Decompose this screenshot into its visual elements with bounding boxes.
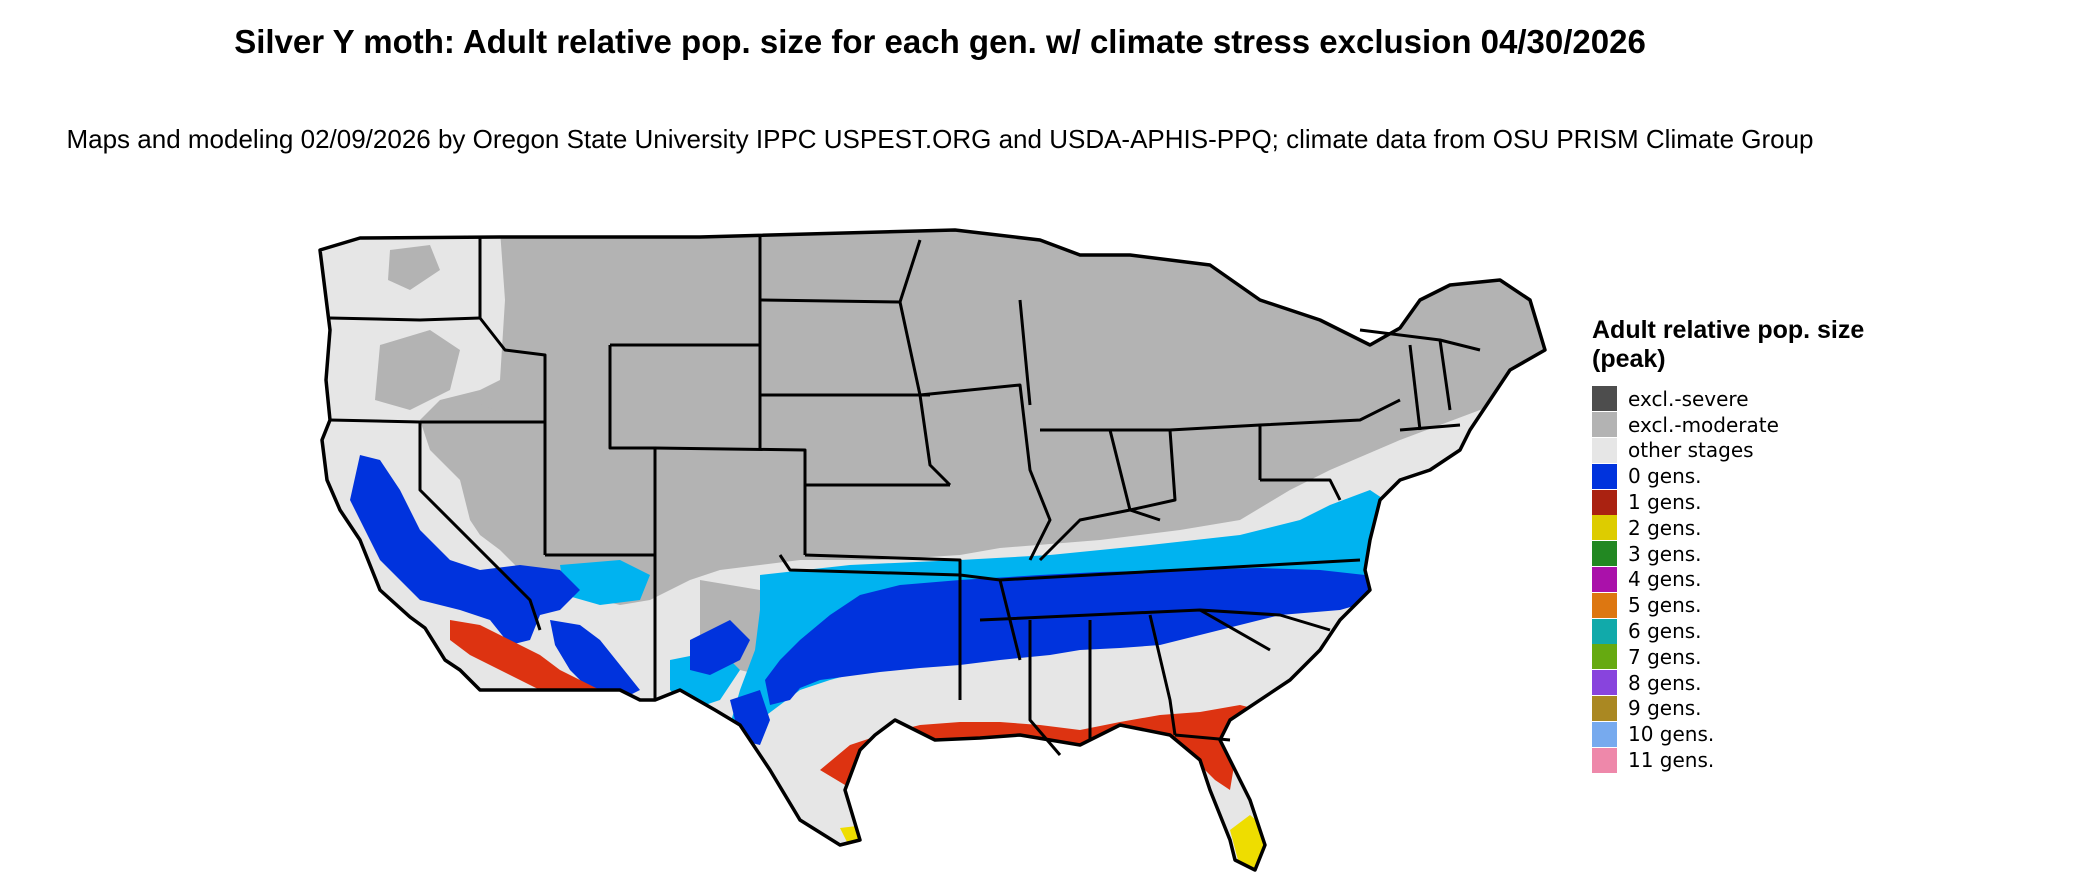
legend-item: excl.-moderate bbox=[1592, 412, 1892, 438]
map-subtitle-text: Maps and modeling 02/09/2026 by Oregon S… bbox=[66, 124, 1814, 154]
zero-gens-west-light bbox=[560, 560, 740, 710]
legend-label: 11 gens. bbox=[1628, 748, 1715, 773]
legend-item: 3 gens. bbox=[1592, 541, 1892, 567]
legend-label: 1 gens. bbox=[1628, 490, 1702, 515]
legend-label: 7 gens. bbox=[1628, 644, 1702, 669]
legend-swatch bbox=[1592, 670, 1617, 696]
legend-swatch bbox=[1592, 566, 1617, 592]
excluded-patches-west bbox=[375, 245, 570, 500]
legend-item: other stages bbox=[1592, 437, 1892, 464]
legend-item: 6 gens. bbox=[1592, 618, 1892, 644]
legend-item: 10 gens. bbox=[1592, 721, 1892, 747]
two-gens-florida bbox=[1230, 815, 1265, 868]
legend: Adult relative pop. size (peak) excl.-se… bbox=[1592, 316, 1892, 773]
legend-item: 8 gens. bbox=[1592, 670, 1892, 696]
legend-swatch bbox=[1592, 386, 1617, 412]
legend-item: excl.-severe bbox=[1592, 386, 1892, 412]
legend-label: 6 gens. bbox=[1628, 619, 1702, 644]
legend-items: excl.-severe excl.-moderate other stages 0 … bbox=[1592, 386, 1892, 773]
legend-swatch bbox=[1592, 541, 1617, 567]
map-subtitle: Maps and modeling 02/09/2026 by Oregon S… bbox=[0, 122, 1880, 156]
legend-swatch bbox=[1592, 644, 1617, 670]
zero-gens-west-dark bbox=[350, 455, 770, 745]
us-map bbox=[318, 228, 1547, 872]
legend-label: 0 gens. bbox=[1628, 464, 1702, 489]
state-borders bbox=[329, 237, 1481, 756]
legend-swatch bbox=[1592, 618, 1617, 644]
zero-gens-dark-band bbox=[765, 568, 1375, 705]
legend-label: other stages bbox=[1628, 438, 1754, 463]
legend-swatch bbox=[1592, 721, 1617, 747]
legend-label: 2 gens. bbox=[1628, 515, 1702, 540]
legend-swatch bbox=[1592, 515, 1617, 541]
legend-swatch bbox=[1592, 695, 1617, 721]
legend-swatch bbox=[1592, 489, 1617, 515]
legend-label: 8 gens. bbox=[1628, 670, 1702, 695]
legend-swatch bbox=[1592, 412, 1617, 438]
legend-label: 9 gens. bbox=[1628, 696, 1702, 721]
legend-title: Adult relative pop. size (peak) bbox=[1592, 316, 1865, 373]
legend-item: 11 gens. bbox=[1592, 747, 1892, 773]
legend-item: 9 gens. bbox=[1592, 695, 1892, 722]
map-title-text: Silver Y moth: Adult relative pop. size … bbox=[234, 23, 1646, 60]
legend-label: excl.-moderate bbox=[1628, 412, 1779, 437]
excluded-region-north bbox=[420, 230, 1545, 605]
us-outline bbox=[318, 228, 1547, 872]
legend-label: 3 gens. bbox=[1628, 541, 1702, 566]
legend-swatch bbox=[1592, 747, 1617, 773]
legend-label: 10 gens. bbox=[1628, 722, 1715, 747]
legend-item: 7 gens. bbox=[1592, 644, 1892, 670]
legend-swatch bbox=[1592, 463, 1617, 489]
legend-item: 5 gens. bbox=[1592, 592, 1892, 618]
legend-label: 4 gens. bbox=[1628, 567, 1702, 592]
legend-swatch bbox=[1592, 437, 1617, 463]
legend-item: 0 gens. bbox=[1592, 463, 1892, 489]
legend-swatch bbox=[1592, 592, 1617, 618]
one-gen-southwest bbox=[450, 620, 610, 710]
legend-item: 4 gens. bbox=[1592, 566, 1892, 593]
legend-label: 5 gens. bbox=[1628, 593, 1702, 618]
legend-item: 2 gens. bbox=[1592, 515, 1892, 541]
legend-label: excl.-severe bbox=[1628, 386, 1749, 411]
map-title: Silver Y moth: Adult relative pop. size … bbox=[0, 22, 1880, 62]
legend-item: 1 gens. bbox=[1592, 489, 1892, 515]
